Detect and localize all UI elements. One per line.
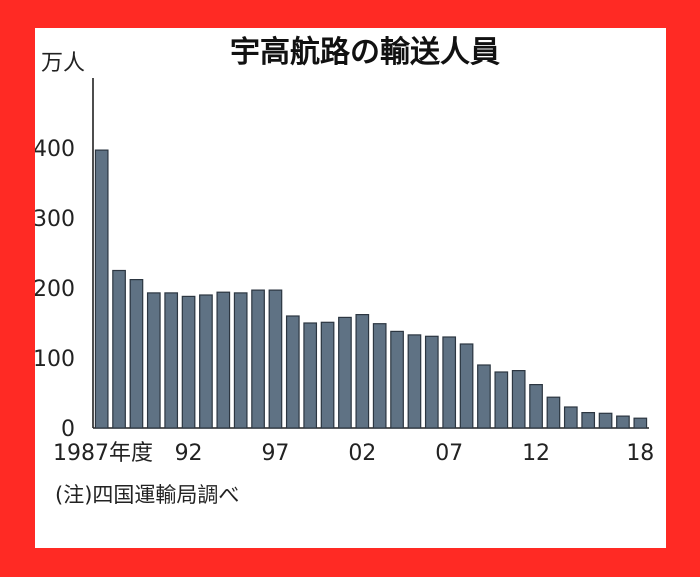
bar-2003	[372, 323, 387, 429]
bar-2011	[511, 370, 526, 429]
y-tick-group: 0 100 200 300 400	[35, 137, 75, 442]
bar-2013	[546, 396, 561, 429]
bar-1995	[233, 292, 248, 429]
bar-2012	[529, 384, 543, 429]
bar-2004	[390, 330, 404, 429]
bar-1997	[268, 289, 283, 429]
bar-2005	[407, 334, 422, 429]
bar-2009	[477, 364, 491, 429]
y-tick-label: 300	[35, 207, 75, 232]
bar-1994	[216, 291, 231, 429]
y-tick-label: 200	[35, 277, 75, 302]
bar-2016	[598, 412, 613, 429]
bar-2010	[494, 371, 509, 429]
bar-1991	[164, 292, 179, 429]
bar-1993	[199, 294, 213, 429]
bar-2018	[633, 417, 648, 429]
bar-1992	[181, 295, 196, 429]
bar-2002	[355, 314, 370, 429]
bar-2007	[442, 336, 457, 429]
chart-svg: 宇高航路の輸送人員 万人 0 100 200 300 400 1987年度 92 97 02 0…	[35, 35, 654, 507]
x-tick-label: 1987年度	[53, 441, 153, 466]
bar-1990	[146, 292, 161, 429]
bar-1987	[94, 149, 109, 429]
x-tick-label: 18	[626, 441, 654, 466]
bar-2008	[459, 343, 474, 429]
bar-1999	[303, 322, 318, 429]
y-tick-label: 0	[61, 417, 75, 442]
chart-title: 宇高航路の輸送人員	[230, 35, 500, 70]
bar-group	[94, 149, 648, 429]
bar-2017	[616, 415, 630, 429]
bar-2000	[320, 321, 335, 429]
bar-2001	[338, 316, 352, 429]
x-tick-label: 97	[261, 441, 289, 466]
source-note: (注)四国運輸局調べ	[55, 483, 239, 507]
x-tick-label: 02	[348, 441, 376, 466]
bar-1989	[129, 279, 144, 429]
x-tick-label: 07	[435, 441, 463, 466]
chart-panel: 宇高航路の輸送人員 万人 0 100 200 300 400 1987年度 92 97 02 0…	[35, 28, 666, 548]
y-tick-label: 100	[35, 347, 75, 372]
bar-1988	[112, 269, 126, 429]
bar-2006	[424, 335, 439, 429]
bar-2015	[581, 412, 596, 429]
x-tick-group: 1987年度 92 97 02 07 12 18	[53, 441, 654, 466]
bar-1996	[251, 289, 265, 429]
x-tick-label: 92	[175, 441, 203, 466]
x-tick-label: 12	[522, 441, 550, 466]
y-axis-unit: 万人	[41, 51, 85, 76]
bar-1998	[285, 315, 300, 429]
bar-2014	[563, 406, 578, 429]
y-tick-label: 400	[35, 137, 75, 162]
